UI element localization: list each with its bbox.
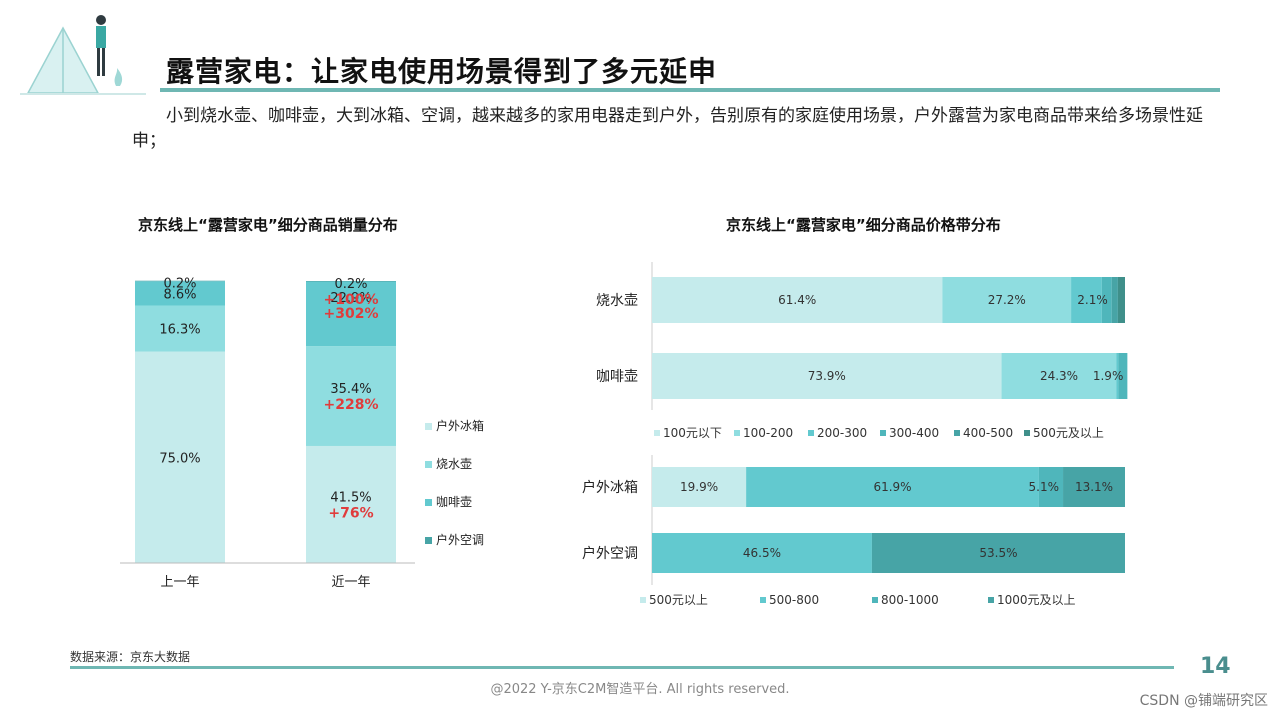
appliance-value-label: 19.9% [680,480,718,494]
appliance-legend-label: 1000元及以上 [997,593,1076,607]
price-legend-label: 500元及以上 [1033,426,1104,440]
price-value-label: 61.4% [778,293,816,307]
legend-label: 烧水壶 [436,456,472,471]
appliance-bar-1-3 [871,533,1125,573]
price-bar-0-4 [1111,277,1118,323]
camping-illustration [20,15,146,95]
appliance-bar-1-1 [652,533,872,573]
bar-value-label: 16.3% [159,323,200,338]
price-chart-title: 京东线上“露营家电”细分商品价格带分布 [726,216,1001,234]
price-category-label: 咖啡壶 [596,369,638,385]
intro-paragraph: 小到烧水壶、咖啡壶，大到冰箱、空调，越来越多的家用电器走到户外，告别原有的家庭使… [132,106,1203,151]
price-legend-label: 400-500 [963,426,1013,440]
price-bar-1-1 [1001,353,1117,399]
price-legend-label: 100元以下 [663,426,722,440]
price-bar-0-5 [1117,277,1125,323]
bar-0-2 [135,281,225,306]
price-legend-label: 200-300 [817,426,867,440]
appliance-value-label: 61.9% [873,480,911,494]
price-legend-swatch [1024,430,1030,436]
legend-swatch [425,537,432,544]
price-legend-swatch [880,430,886,436]
price-bar-0-3 [1101,277,1112,323]
title-underline [160,88,1220,92]
appliance-legend-swatch [760,597,766,603]
copyright-text: @2022 Y-京东C2M智造平台. All rights reserved. [490,682,790,697]
price-value-label: 2.1% [1077,293,1108,307]
page-title: 露营家电：让家电使用场景得到了多元延申 [166,55,718,88]
bar-value-label: 8.6% [163,287,196,302]
price-value-label: 1.9% [1093,369,1124,383]
appliance-bar-0-3 [1063,467,1125,507]
price-legend-swatch [808,430,814,436]
legend-swatch [425,461,432,468]
appliance-value-label: 5.1% [1029,480,1060,494]
appliance-legend-swatch [640,597,646,603]
bar-1-2 [306,281,396,347]
price-bar-0-1 [942,277,1072,323]
data-source: 数据来源：京东大数据 [70,650,191,664]
price-bar-0-2 [1071,277,1102,323]
price-bar-1-3 [1118,353,1128,399]
appliance-value-label: 53.5% [979,546,1017,560]
legend-label: 户外空调 [436,532,484,547]
appliance-value-label: 46.5% [743,546,781,560]
bar-value-label: 41.5% [330,490,371,505]
legend-swatch [425,423,432,430]
appliance-category-label: 户外空调 [582,545,638,562]
x-tick-label: 近一年 [331,575,370,590]
appliance-bar-0-2 [1038,467,1064,507]
legend-label: 咖啡壶 [436,494,472,509]
bar-value-label: 22.9% [330,291,371,306]
appliance-legend-swatch [988,597,994,603]
credit-text: CSDN @铺端研究区 [1139,693,1268,709]
appliance-bar-0-0 [652,467,747,507]
bar-1-1 [306,346,396,446]
price-bar-0-0 [652,277,943,323]
price-legend-swatch [654,430,660,436]
appliance-category-label: 户外冰箱 [582,479,638,496]
price-value-label: 27.2% [988,293,1026,307]
appliance-legend-label: 500-800 [769,593,819,607]
growth-label: +100% [324,292,379,308]
growth-label: +76% [328,505,373,521]
bar-value-label: 0.2% [163,277,196,292]
price-legend-label: 100-200 [743,426,793,440]
price-category-label: 烧水壶 [596,293,638,309]
page-number: 14 [1200,654,1231,679]
appliance-bar-0-1 [746,467,1039,507]
price-legend-swatch [954,430,960,436]
price-bar-1-0 [652,353,1002,399]
x-tick-label: 上一年 [160,575,199,590]
bar-0-0 [135,351,225,563]
appliance-legend-label: 800-1000 [881,593,939,607]
price-legend-label: 300-400 [889,426,939,440]
price-value-label: 73.9% [808,369,846,383]
bar-1-3 [306,281,396,282]
price-value-label: 24.3% [1040,369,1078,383]
appliance-legend-label: 500元以上 [649,593,708,607]
bar-0-1 [135,305,225,352]
bar-0-3 [135,280,225,282]
appliance-value-label: 13.1% [1075,480,1113,494]
price-legend-swatch [734,430,740,436]
legend-swatch [425,499,432,506]
price-bar-1-2 [1116,353,1119,399]
growth-label: +302% [324,306,379,322]
bar-value-label: 0.2% [334,277,367,292]
bar-1-0 [306,445,396,563]
bar-value-label: 35.4% [330,382,371,397]
footer-rule [70,666,1174,669]
appliance-legend-swatch [872,597,878,603]
sales-chart-title: 京东线上“露营家电”细分商品销量分布 [138,216,398,234]
bar-value-label: 75.0% [159,451,200,466]
growth-label: +228% [324,397,379,413]
legend-label: 户外冰箱 [436,418,484,433]
